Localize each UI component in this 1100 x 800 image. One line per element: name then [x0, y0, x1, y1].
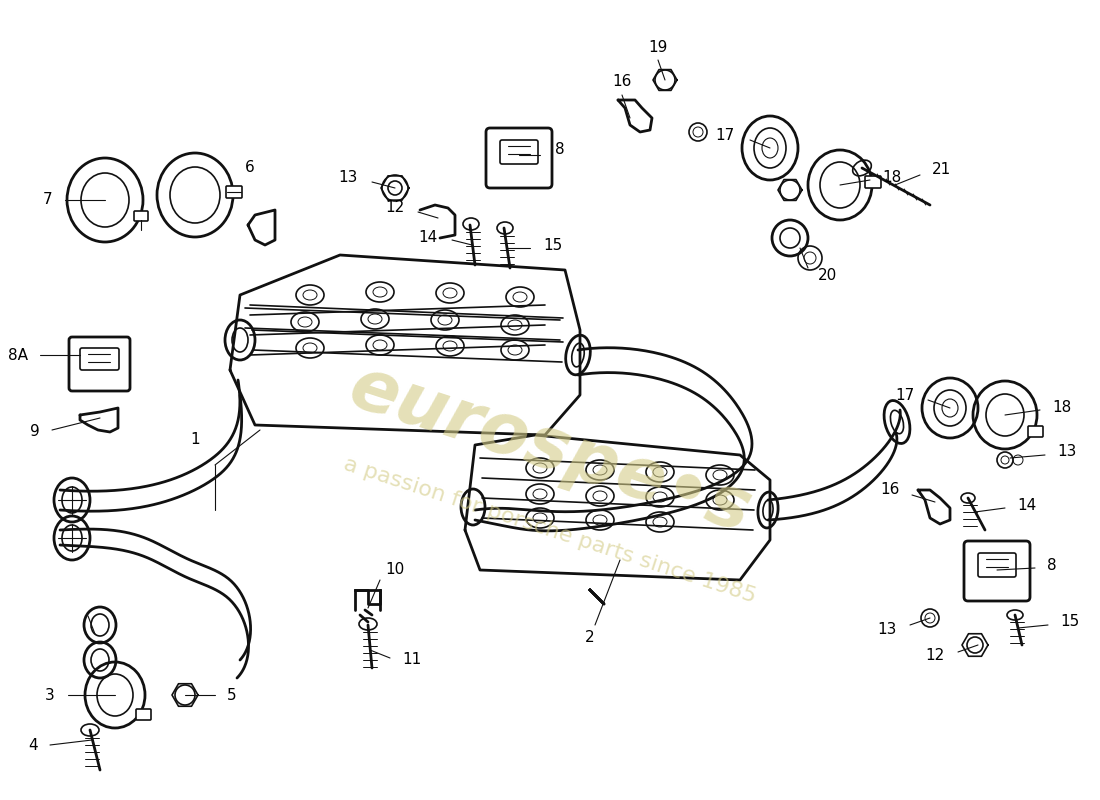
Text: 17: 17	[895, 387, 915, 402]
Text: 14: 14	[419, 230, 438, 245]
Polygon shape	[918, 490, 950, 524]
Text: 18: 18	[1052, 399, 1071, 414]
FancyBboxPatch shape	[1028, 426, 1043, 437]
Text: 6: 6	[245, 161, 255, 175]
Polygon shape	[465, 435, 770, 580]
Text: 2: 2	[585, 630, 595, 646]
Text: 1: 1	[190, 433, 200, 447]
Text: 11: 11	[402, 653, 421, 667]
Text: 13: 13	[878, 622, 896, 638]
Text: 4: 4	[29, 738, 38, 753]
Text: 16: 16	[881, 482, 900, 498]
Text: 8A: 8A	[8, 347, 28, 362]
Text: 18: 18	[882, 170, 901, 185]
Text: 12: 12	[926, 647, 945, 662]
FancyBboxPatch shape	[136, 709, 151, 720]
Text: 15: 15	[543, 238, 562, 253]
FancyBboxPatch shape	[865, 176, 881, 188]
Text: 15: 15	[1060, 614, 1079, 630]
FancyBboxPatch shape	[69, 337, 130, 391]
Text: 16: 16	[613, 74, 631, 90]
Text: 7: 7	[43, 193, 52, 207]
FancyBboxPatch shape	[80, 348, 119, 370]
Text: 10: 10	[385, 562, 405, 578]
Polygon shape	[618, 100, 652, 132]
FancyBboxPatch shape	[978, 553, 1016, 577]
Text: 5: 5	[227, 687, 236, 702]
FancyBboxPatch shape	[226, 186, 242, 198]
Polygon shape	[230, 255, 580, 435]
Text: eurospe•s: eurospe•s	[340, 353, 760, 547]
Text: a passion for porsche parts since 1985: a passion for porsche parts since 1985	[341, 454, 759, 606]
Text: 13: 13	[339, 170, 358, 186]
Text: 21: 21	[932, 162, 952, 178]
Text: 20: 20	[818, 267, 837, 282]
Text: 12: 12	[386, 201, 405, 215]
Text: 8: 8	[1047, 558, 1057, 573]
Polygon shape	[80, 408, 118, 432]
Text: 17: 17	[716, 127, 735, 142]
FancyBboxPatch shape	[500, 140, 538, 164]
Text: 14: 14	[1018, 498, 1036, 513]
Polygon shape	[248, 210, 275, 245]
FancyBboxPatch shape	[486, 128, 552, 188]
Text: 19: 19	[648, 41, 668, 55]
Text: 3: 3	[45, 687, 55, 702]
FancyBboxPatch shape	[134, 211, 148, 221]
Text: 8: 8	[556, 142, 564, 158]
Text: 9: 9	[31, 425, 40, 439]
FancyBboxPatch shape	[964, 541, 1030, 601]
Text: 13: 13	[1057, 445, 1077, 459]
